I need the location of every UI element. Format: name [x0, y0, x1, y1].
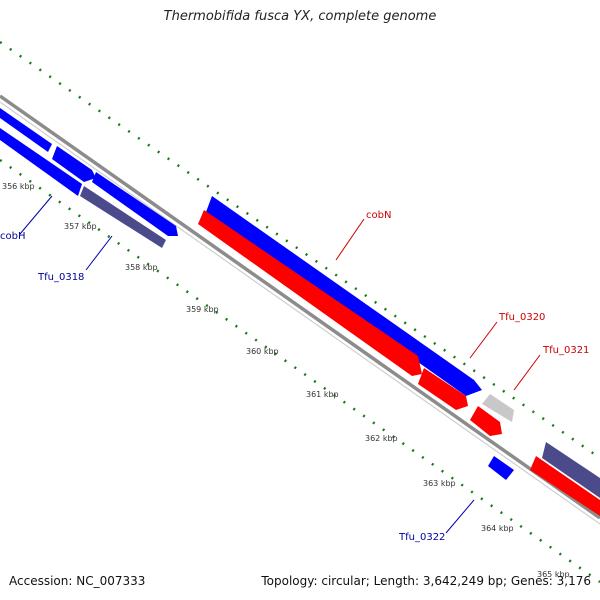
gene-Tfu_0320-a[interactable]: [198, 210, 422, 376]
gene-cobH[interactable]: [0, 128, 82, 196]
gene-right-other[interactable]: [542, 442, 600, 498]
gene-label-Tfu_0322[interactable]: Tfu_0322: [398, 532, 445, 543]
backbone-line: [0, 94, 600, 520]
gene-upper-b[interactable]: [52, 146, 96, 182]
leader-cobH: [19, 195, 53, 235]
gene-label-Tfu_0320[interactable]: Tfu_0320: [498, 312, 545, 323]
gene-Tfu_0320[interactable]: [418, 368, 468, 410]
tick-labels: 356 kbp 357 kbp 358 kbp 359 kbp 360 kbp …: [2, 182, 570, 579]
leader-Tfu_0322: [445, 499, 475, 534]
page-title: Thermobifida fusca YX, complete genome: [163, 9, 437, 24]
tick-label-363: 363 kbp: [423, 479, 456, 488]
tick-label-362: 362 kbp: [365, 434, 398, 443]
gene-Tfu_0318[interactable]: [80, 186, 166, 248]
outer-tick-ring: [0, 40, 600, 460]
gene-label-cobH[interactable]: cobH: [0, 231, 25, 242]
gene-label-Tfu_0321[interactable]: Tfu_0321: [542, 345, 589, 356]
reverse-genes: [0, 128, 600, 516]
gene-labels: cobH Tfu_0318 cobN Tfu_0320 Tfu_0321 Tfu…: [0, 210, 589, 543]
gene-Tfu_0321-pseudo[interactable]: [482, 394, 514, 422]
tick-label-365: 365 kbp: [537, 570, 570, 579]
forward-genes: [0, 108, 600, 498]
gene-label-Tfu_0318[interactable]: Tfu_0318: [37, 272, 84, 283]
gene-right-reverse[interactable]: [530, 456, 600, 516]
tick-ring-minor: [0, 40, 600, 460]
gene-cobN[interactable]: [206, 196, 482, 396]
tick-label-357: 357 kbp: [64, 222, 97, 231]
gene-cobH-upper[interactable]: [0, 108, 52, 152]
tick-label-359: 359 kbp: [186, 305, 219, 314]
backbone: [0, 94, 600, 525]
gene-Tfu_0321[interactable]: [470, 406, 502, 436]
tick-label-360: 360 kbp: [246, 347, 279, 356]
leader-cobN: [335, 218, 365, 261]
leader-Tfu_0318: [85, 235, 113, 271]
backbone-highlight: [0, 101, 600, 525]
gene-Tfu_0322[interactable]: [488, 456, 514, 480]
tick-label-364: 364 kbp: [481, 524, 514, 533]
gene-label-cobN[interactable]: cobN: [366, 210, 391, 221]
tick-label-358: 358 kbp: [125, 263, 158, 272]
genome-stats-text: Topology: circular; Length: 3,642,249 bp…: [261, 574, 591, 588]
leader-Tfu_0320: [469, 321, 498, 359]
tick-label-356: 356 kbp: [2, 182, 35, 191]
tick-label-361: 361 kbp: [306, 390, 339, 399]
gene-upper-c[interactable]: [92, 172, 178, 236]
accession-text: Accession: NC_007333: [9, 574, 146, 588]
leader-Tfu_0321: [513, 354, 541, 391]
gene-label-leaders: [19, 195, 541, 534]
